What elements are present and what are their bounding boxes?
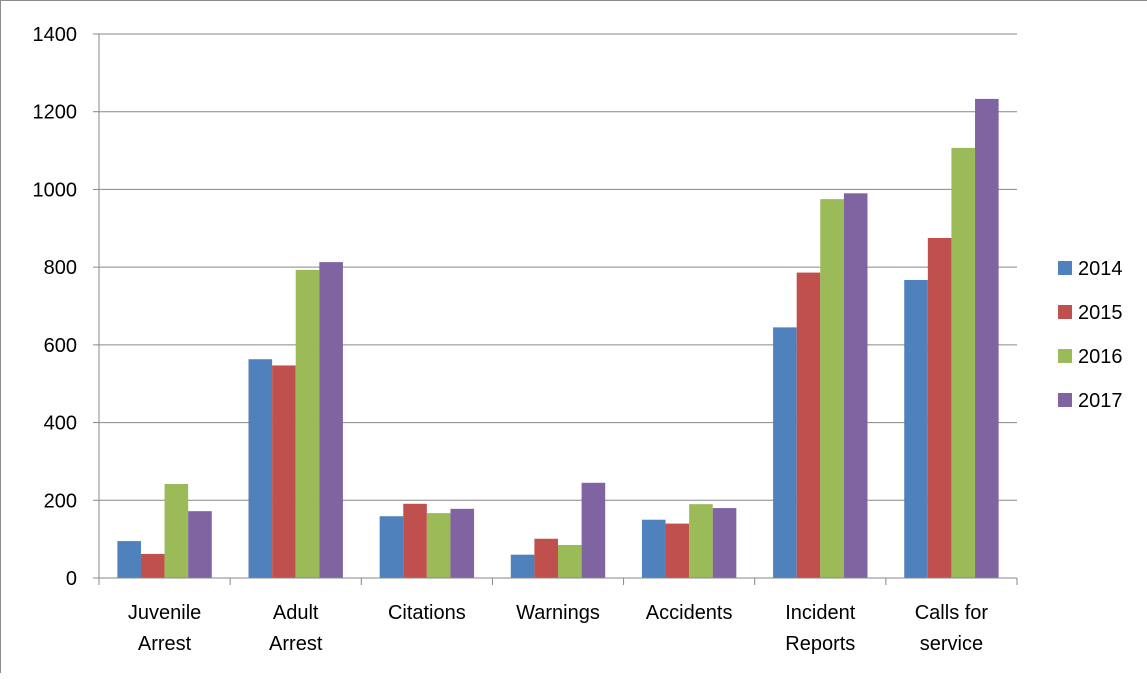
bar-2017-6 (975, 98, 999, 579)
x-tick-labels: Juvenile Arrest Adult Arrest Citations Warnin… (128, 602, 989, 655)
x-tick-label-0-1: Arrest (138, 633, 192, 655)
x-tick-label-0-0: Juvenile (128, 602, 201, 624)
bar-2015-0 (140, 553, 165, 578)
bar-2017-1 (319, 262, 343, 578)
x-tick-label-5-0: Incident (785, 602, 855, 624)
bar-2014-1 (248, 359, 273, 578)
bar-2017-3 (581, 482, 606, 578)
legend-label-2017: 2017 (1078, 390, 1123, 412)
x-tick-label-2-0: Citations (388, 602, 466, 624)
x-tick-label-5-1: Reports (785, 633, 855, 655)
bar-2016-2 (426, 513, 451, 578)
bar-2017-0 (188, 511, 212, 578)
bar-2015-5 (796, 272, 821, 578)
bar-2017-5 (843, 193, 868, 579)
y-tick-label-800: 800 (44, 257, 77, 279)
x-tick-label-1-0: Adult (273, 602, 319, 624)
legend-swatch-2014 (1058, 261, 1072, 275)
bar-2015-2 (403, 503, 427, 578)
legend: 2014 2015 2016 2017 (1058, 258, 1123, 412)
bar-2016-0 (164, 483, 189, 578)
x-tick-label-6-1: service (920, 633, 983, 655)
bar-2016-5 (820, 199, 844, 578)
gridlines (99, 33, 1017, 501)
bar-2016-6 (951, 147, 976, 578)
bar-2017-2 (450, 508, 475, 578)
y-tick-label-1000: 1000 (33, 179, 78, 201)
legend-label-2014: 2014 (1078, 258, 1123, 280)
y-tick-label-600: 600 (44, 335, 77, 357)
x-tick-label-3-0: Warnings (516, 602, 600, 624)
bar-2014-5 (773, 327, 797, 578)
legend-swatch-2016 (1058, 349, 1072, 363)
bar-2014-6 (904, 279, 928, 578)
bar-2016-1 (295, 269, 320, 578)
bar-2014-0 (117, 541, 141, 578)
y-tick-label-1400: 1400 (33, 24, 78, 46)
bar-2017-4 (712, 508, 737, 578)
legend-label-2016: 2016 (1078, 346, 1123, 368)
x-tick-label-4-0: Accidents (646, 602, 733, 624)
axes (93, 33, 1018, 585)
x-tick-label-6-0: Calls for (915, 602, 989, 624)
bar-2015-6 (927, 238, 952, 578)
bar-2014-4 (641, 519, 666, 578)
bar-2015-3 (534, 538, 558, 578)
legend-swatch-2017 (1058, 393, 1072, 407)
legend-swatch-2015 (1058, 305, 1072, 319)
y-tick-label-1200: 1200 (33, 102, 78, 124)
bar-2014-2 (379, 516, 404, 578)
bar-2014-3 (510, 554, 535, 578)
bars (117, 98, 999, 579)
y-tick-label-200: 200 (44, 490, 77, 512)
bar-2016-3 (558, 544, 582, 578)
y-tick-label-0: 0 (66, 568, 77, 590)
bar-2015-4 (665, 523, 690, 578)
bar-2015-1 (272, 365, 296, 578)
bar-2016-4 (689, 504, 713, 578)
legend-label-2015: 2015 (1078, 302, 1123, 324)
x-tick-label-1-1: Arrest (269, 633, 323, 655)
y-tick-labels: 0 200 400 600 800 1000 1200 1400 (33, 24, 78, 590)
y-tick-label-400: 400 (44, 413, 77, 435)
